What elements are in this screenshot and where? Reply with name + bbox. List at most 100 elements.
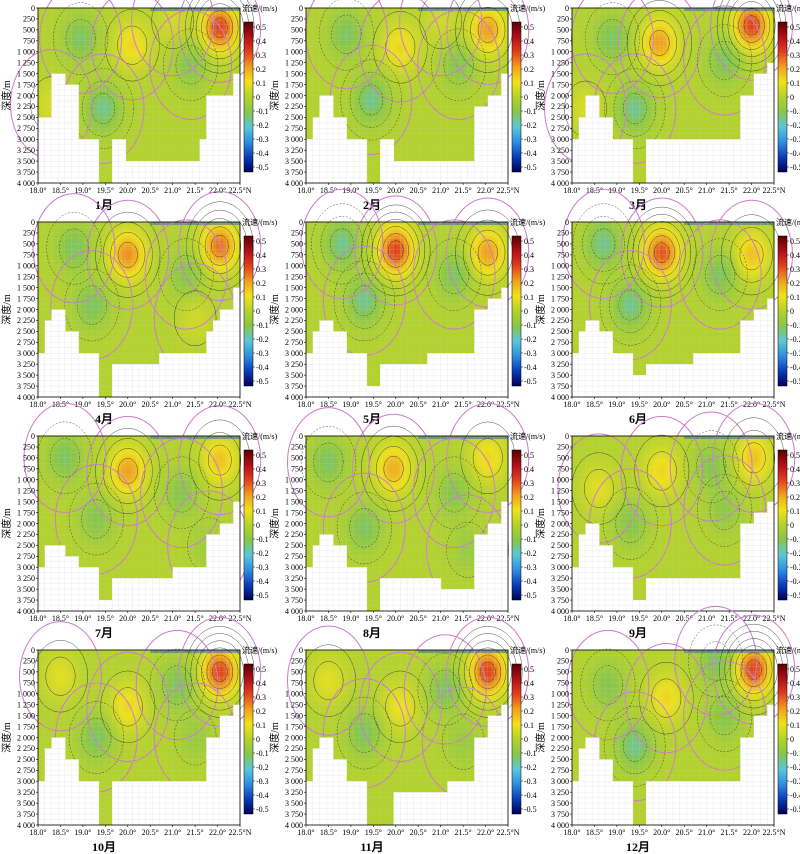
velocity-cell: [72, 13, 76, 16]
velocity-cell: [173, 96, 177, 99]
colorbar-tick-label: 0.5: [256, 23, 266, 32]
velocity-cell: [173, 30, 177, 33]
velocity-cell: [78, 46, 82, 49]
velocity-cell: [51, 52, 55, 55]
velocity-cell: [159, 41, 163, 44]
x-tick-label: 21.5°: [187, 186, 204, 195]
velocity-cell: [126, 13, 130, 16]
velocity-cell: [85, 68, 89, 71]
velocity-cell: [99, 46, 103, 49]
velocity-cell: [220, 90, 224, 93]
velocity-cell: [346, 41, 350, 44]
velocity-cell: [427, 30, 431, 33]
velocity-cell: [193, 85, 197, 88]
velocity-cell: [159, 134, 163, 137]
velocity-cell: [159, 13, 163, 16]
velocity-cell: [380, 128, 384, 131]
velocity-cell: [119, 74, 123, 77]
velocity-cell: [326, 30, 330, 33]
velocity-cell: [38, 68, 42, 71]
velocity-cell: [346, 35, 350, 38]
velocity-cell: [139, 13, 143, 16]
velocity-cell: [132, 57, 136, 60]
velocity-cell: [126, 57, 130, 60]
velocity-cell: [152, 150, 156, 153]
velocity-cell: [166, 145, 170, 148]
velocity-cell: [112, 46, 116, 49]
velocity-cell: [387, 106, 391, 109]
velocity-cell: [407, 134, 411, 137]
velocity-cell: [126, 117, 130, 120]
velocity-cell: [353, 35, 357, 38]
velocity-cell: [387, 128, 391, 131]
velocity-cell: [99, 96, 103, 99]
velocity-cell: [179, 19, 183, 22]
velocity-cell: [414, 30, 418, 33]
velocity-cell: [333, 112, 337, 115]
velocity-cell: [65, 63, 69, 66]
velocity-cell: [420, 63, 424, 66]
velocity-cell: [420, 46, 424, 49]
y-tick-label: 1 750: [17, 80, 35, 89]
velocity-cell: [139, 19, 143, 22]
velocity-cell: [173, 128, 177, 131]
velocity-cell: [179, 63, 183, 66]
velocity-cell: [333, 24, 337, 27]
velocity-cell: [200, 85, 204, 88]
velocity-cell: [394, 35, 398, 38]
velocity-cell: [152, 46, 156, 49]
velocity-cell: [152, 101, 156, 104]
velocity-cell: [105, 156, 109, 159]
velocity-cell: [38, 57, 42, 60]
velocity-cell: [353, 52, 357, 55]
velocity-cell: [206, 74, 210, 77]
velocity-cell: [38, 63, 42, 66]
velocity-cell: [360, 19, 364, 22]
velocity-cell: [434, 150, 438, 153]
velocity-cell: [427, 68, 431, 71]
velocity-cell: [166, 134, 170, 137]
velocity-cell: [414, 24, 418, 27]
velocity-cell: [434, 128, 438, 131]
velocity-cell: [173, 106, 177, 109]
velocity-cell: [414, 106, 418, 109]
velocity-cell: [85, 96, 89, 99]
velocity-cell: [105, 139, 109, 142]
velocity-cell: [414, 156, 418, 159]
velocity-cell: [146, 35, 150, 38]
velocity-cell: [340, 46, 344, 49]
velocity-cell: [112, 30, 116, 33]
velocity-cell: [186, 123, 190, 126]
velocity-cell: [333, 30, 337, 33]
velocity-cell: [340, 96, 344, 99]
velocity-cell: [394, 63, 398, 66]
velocity-cell: [380, 117, 384, 120]
velocity-cell: [173, 145, 177, 148]
velocity-cell: [193, 128, 197, 131]
velocity-cell: [45, 13, 49, 16]
velocity-cell: [166, 112, 170, 115]
velocity-cell: [220, 85, 224, 88]
velocity-cell: [367, 46, 371, 49]
velocity-cell: [373, 24, 377, 27]
velocity-cell: [220, 35, 224, 38]
velocity-cell: [427, 41, 431, 44]
velocity-cell: [45, 85, 49, 88]
velocity-cell: [45, 106, 49, 109]
velocity-cell: [159, 63, 163, 66]
velocity-cell: [387, 123, 391, 126]
velocity-cell: [373, 145, 377, 148]
velocity-cell: [186, 139, 190, 142]
velocity-cell: [45, 46, 49, 49]
velocity-cell: [112, 123, 116, 126]
velocity-cell: [333, 57, 337, 60]
velocity-cell: [152, 13, 156, 16]
velocity-cell: [394, 128, 398, 131]
velocity-cell: [119, 8, 123, 11]
velocity-cell: [99, 172, 103, 175]
velocity-cell: [166, 117, 170, 120]
velocity-cell: [99, 123, 103, 126]
velocity-cell: [394, 8, 398, 11]
velocity-cell: [306, 96, 310, 99]
velocity-cell: [159, 117, 163, 120]
